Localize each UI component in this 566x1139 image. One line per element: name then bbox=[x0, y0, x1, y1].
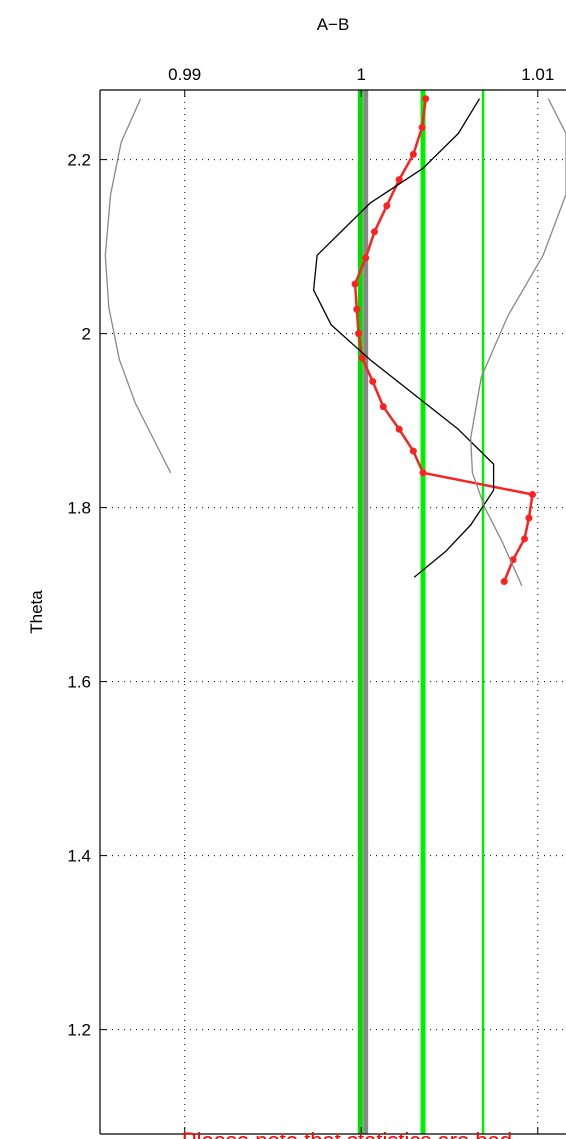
annotation-text: Please note that statistics are bad bbox=[182, 1128, 512, 1139]
data-point bbox=[358, 354, 366, 362]
x-tick-label: 0.99 bbox=[168, 65, 201, 84]
data-point bbox=[353, 305, 361, 313]
series-line bbox=[470, 98, 566, 587]
data-point bbox=[383, 202, 391, 210]
data-point bbox=[395, 176, 403, 184]
chart-title: A−B bbox=[317, 15, 350, 34]
series-line bbox=[104, 98, 172, 474]
data-point bbox=[528, 491, 536, 499]
reference-lines bbox=[357, 90, 485, 1134]
data-point bbox=[409, 447, 417, 455]
data-point bbox=[379, 403, 387, 411]
data-point bbox=[355, 330, 363, 338]
tick-labels: 0.99 1 1.01 1.2 1.4 1.6 1.8 2 2.2 bbox=[67, 65, 554, 1040]
data-point bbox=[370, 228, 378, 236]
y-tick-label: 1.6 bbox=[67, 673, 91, 692]
x-tick-label: 1 bbox=[357, 65, 366, 84]
series-lines bbox=[104, 95, 566, 587]
data-point bbox=[409, 150, 417, 158]
y-axis-label: Theta bbox=[27, 590, 46, 634]
tick-marks bbox=[100, 90, 539, 1134]
data-point bbox=[525, 514, 533, 522]
y-tick-label: 1.4 bbox=[67, 847, 91, 866]
data-point bbox=[395, 425, 403, 433]
y-tick-label: 1.8 bbox=[67, 499, 91, 518]
series-line bbox=[312, 98, 495, 578]
series-line bbox=[353, 98, 534, 582]
data-point bbox=[521, 535, 529, 543]
grid-lines bbox=[100, 90, 566, 1134]
data-point bbox=[422, 95, 430, 103]
data-point bbox=[351, 280, 359, 288]
data-point bbox=[419, 469, 427, 477]
data-point bbox=[500, 578, 508, 586]
data-point bbox=[369, 377, 377, 385]
data-point bbox=[418, 123, 426, 131]
x-tick-label: 1.01 bbox=[521, 65, 554, 84]
data-point bbox=[362, 254, 370, 262]
y-tick-label: 1.2 bbox=[67, 1021, 91, 1040]
y-tick-label: 2.2 bbox=[67, 151, 91, 170]
y-tick-label: 2 bbox=[82, 325, 91, 344]
axes-frame bbox=[99, 89, 566, 1135]
